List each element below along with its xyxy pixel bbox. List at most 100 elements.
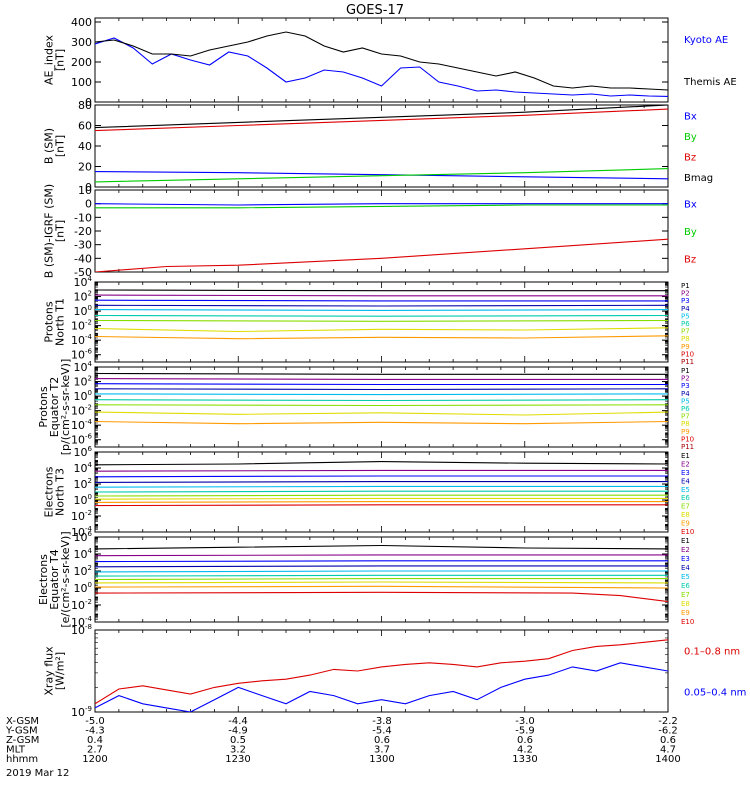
orbit-value: -5.9 — [515, 726, 535, 737]
y-axis-label: Equator T2 — [48, 377, 61, 437]
series-line-E4 — [95, 565, 668, 568]
y-tick-label: 200 — [71, 56, 92, 69]
series-line-E1 — [95, 544, 668, 550]
legend-entry: P7 — [681, 413, 690, 421]
y-tick-label: 10-2 — [71, 404, 92, 418]
series-line-E1 — [95, 461, 668, 466]
y-axis-label: Xray flux — [43, 646, 56, 696]
series-line-P1 — [95, 372, 668, 375]
legend-entry: E10 — [681, 528, 694, 536]
legend-entry: P1 — [681, 367, 690, 375]
legend-entry: P7 — [681, 328, 690, 336]
y-tick-label: 300 — [71, 36, 92, 49]
series-group — [95, 372, 668, 425]
y-tick-label: 104 — [74, 461, 93, 475]
y-tick-label: -50 — [74, 266, 92, 279]
y-axis-label: Equator T4 — [48, 549, 61, 609]
legend-entry: E9 — [681, 609, 690, 617]
series-line-P5 — [95, 309, 668, 311]
legend-entry: Bmag — [684, 173, 713, 184]
orbit-row-label: hhmm — [6, 754, 38, 765]
orbit-value: 2.7 — [87, 745, 103, 756]
legend-entry: P9 — [681, 343, 690, 351]
series-line-P7 — [95, 319, 668, 322]
series-line-P9 — [95, 420, 668, 425]
y-tick-label: 104 — [74, 547, 93, 561]
orbit-value: 4.7 — [660, 745, 676, 756]
orbit-value: -6.2 — [658, 726, 678, 737]
panel-frame — [94, 281, 669, 363]
series-group — [95, 639, 668, 712]
legend-entry: Bz — [684, 152, 696, 163]
legend-entry: E8 — [681, 511, 690, 519]
series-line-E9 — [95, 585, 668, 589]
series-line-Bx — [95, 203, 668, 206]
orbit-row-label: Y-GSM — [5, 726, 38, 737]
series-line-E4 — [95, 481, 668, 483]
series-line-E6 — [95, 490, 668, 493]
y-axis-label: [nT] — [54, 49, 67, 71]
y-tick-label: 100 — [71, 76, 92, 89]
series-line-E10 — [95, 504, 668, 507]
legend-entry: P5 — [681, 312, 690, 320]
y-tick-label: -20 — [74, 225, 92, 238]
legend-entry: E5 — [681, 486, 690, 494]
y-tick-label: 100 — [74, 581, 92, 595]
y-tick-label: 0 — [85, 181, 92, 194]
legend-entry: P4 — [681, 390, 690, 398]
panel-frame — [94, 17, 669, 103]
legend-entry: E1 — [681, 452, 690, 460]
y-tick-label: 10-2 — [71, 509, 92, 523]
series-group — [95, 461, 668, 507]
y-tick-label: 106 — [74, 530, 93, 544]
y-axis-label: [p/(cm²-s-sr-keV)] — [59, 359, 72, 456]
orbit-row-label: MLT — [6, 745, 26, 756]
y-tick-label: 100 — [74, 493, 92, 507]
series-line-E3 — [95, 475, 668, 478]
series-group — [95, 289, 668, 340]
y-tick-label: 80 — [78, 99, 92, 112]
y-tick-label: 10-4 — [71, 333, 93, 347]
legend-entry: E9 — [681, 520, 690, 528]
y-axis-label: Electrons — [43, 466, 56, 517]
y-axis-label: [nT] — [54, 220, 67, 242]
orbit-value: -4.3 — [85, 726, 105, 737]
y-tick-label: 104 — [74, 275, 93, 289]
series-line-P6 — [95, 314, 668, 317]
series-line-By — [95, 168, 668, 183]
legend-entry: E1 — [681, 537, 690, 545]
y-tick-label: 100 — [74, 304, 92, 318]
series-line-Bmag — [95, 105, 668, 129]
series-line-E7 — [95, 578, 668, 581]
legend-entry: E2 — [681, 460, 690, 468]
legend-entry: P10 — [681, 435, 694, 443]
series-line-Themis AE — [95, 31, 668, 91]
legend-entry: E5 — [681, 573, 690, 581]
y-tick-label: 0 — [85, 198, 92, 211]
orbit-value: -2.2 — [658, 716, 678, 727]
y-tick-label: 10-2 — [71, 319, 92, 333]
series-line-P1 — [95, 289, 668, 292]
orbit-value: 4.2 — [517, 745, 533, 756]
orbit-value: -3.0 — [515, 716, 535, 727]
legend-entry: E4 — [681, 564, 690, 572]
series-group — [95, 31, 668, 97]
y-tick-label: 400 — [71, 16, 92, 29]
y-tick-label: 0 — [85, 96, 92, 109]
orbit-value: 1200 — [82, 754, 107, 765]
orbit-value: 1330 — [512, 754, 537, 765]
legend-entry: E4 — [681, 477, 690, 485]
series-line-0.05–0.4 nm — [95, 662, 668, 712]
orbit-value: 0.6 — [660, 735, 676, 746]
series-line-E5 — [95, 485, 668, 488]
series-line-Bz — [95, 238, 668, 272]
y-tick-label: 40 — [78, 140, 92, 153]
series-line-P2 — [95, 294, 668, 297]
series-line-E2 — [95, 554, 668, 557]
series-line-E7 — [95, 494, 668, 497]
